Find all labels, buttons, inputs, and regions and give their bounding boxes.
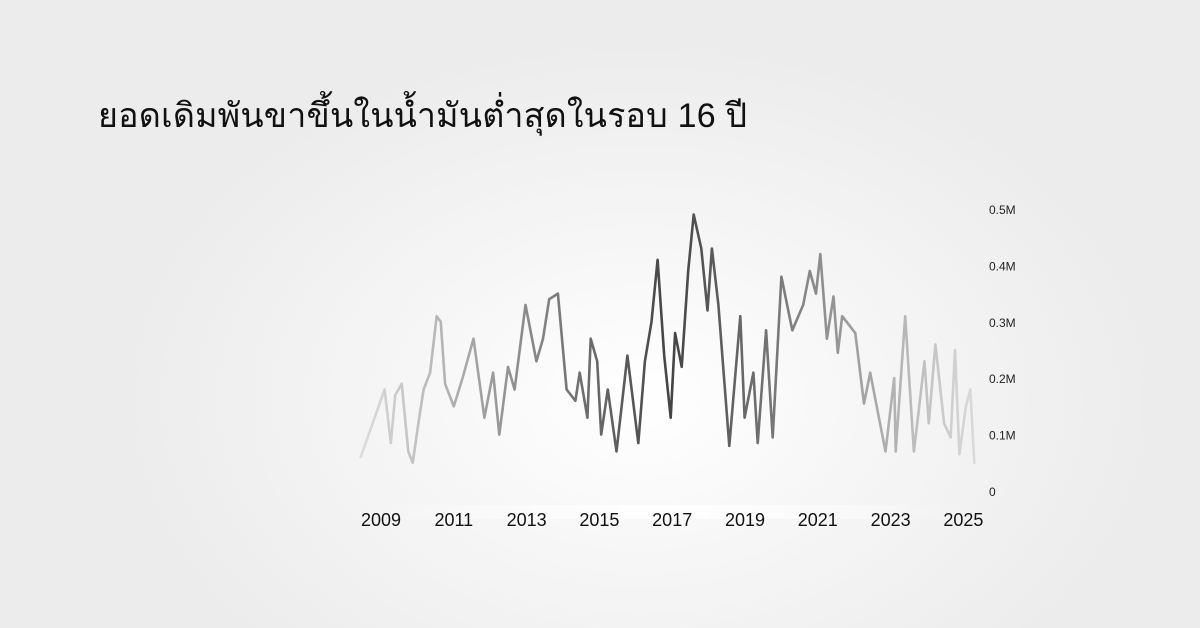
x-tick-label: 2009 [361,510,401,530]
y-tick-label: 0.2M [989,372,1016,386]
x-tick-label: 2017 [652,510,692,530]
x-tick-label: 2015 [579,510,619,530]
x-tick-label: 2025 [943,510,983,530]
y-tick-label: 0.3M [989,316,1016,330]
x-axis: 2009 2011 2013 2015 2017 2019 2021 2023 2025 [361,510,983,530]
y-tick-label: 0 [989,485,996,499]
chart-title: ยอดเดิมพันขาขึ้นในน้ำมันต่ำสุดในรอบ 16 ป… [98,97,748,135]
y-tick-label: 0.1M [989,429,1016,443]
y-axis: 0 0.1M 0.2M 0.3M 0.4M 0.5M [989,203,1016,499]
x-tick-label: 2023 [871,510,911,530]
x-tick-label: 2019 [725,510,765,530]
y-tick-label: 0.4M [989,259,1016,273]
series-line [359,213,976,465]
x-tick-label: 2013 [507,510,547,530]
x-axis-band [360,505,980,519]
y-tick-label: 0.5M [989,203,1016,217]
x-tick-label: 2011 [434,510,473,530]
x-tick-label: 2021 [798,510,838,530]
